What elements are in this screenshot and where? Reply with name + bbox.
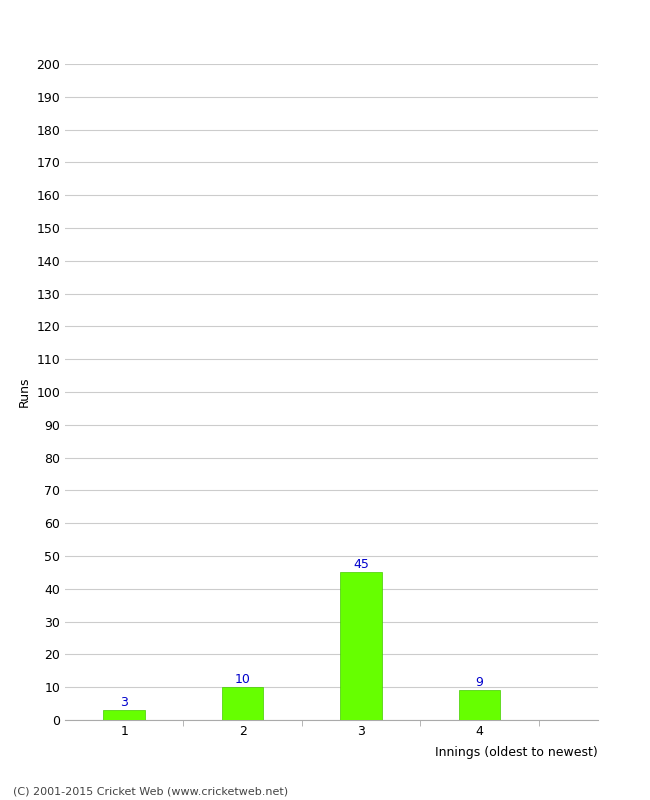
Text: 45: 45 bbox=[353, 558, 369, 570]
Bar bbox=[341, 573, 382, 720]
Bar bbox=[103, 710, 145, 720]
Text: 3: 3 bbox=[120, 695, 128, 709]
Text: 10: 10 bbox=[235, 673, 251, 686]
Text: 9: 9 bbox=[476, 676, 484, 689]
Y-axis label: Runs: Runs bbox=[18, 377, 31, 407]
Bar bbox=[459, 690, 500, 720]
X-axis label: Innings (oldest to newest): Innings (oldest to newest) bbox=[436, 746, 598, 759]
Text: (C) 2001-2015 Cricket Web (www.cricketweb.net): (C) 2001-2015 Cricket Web (www.cricketwe… bbox=[13, 786, 288, 796]
Bar bbox=[222, 687, 263, 720]
